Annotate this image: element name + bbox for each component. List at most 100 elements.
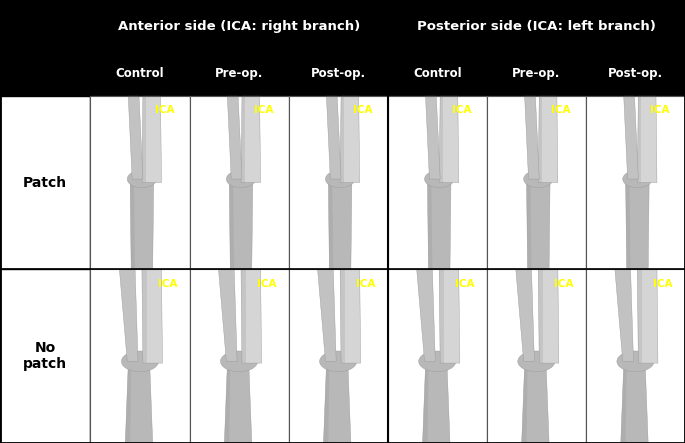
Ellipse shape bbox=[419, 351, 456, 372]
Ellipse shape bbox=[127, 171, 157, 188]
Text: ICA: ICA bbox=[353, 105, 373, 115]
Bar bbox=[288, 96, 388, 269]
Bar bbox=[388, 269, 487, 443]
Polygon shape bbox=[538, 270, 559, 363]
Text: Posterior side (ICA: left branch): Posterior side (ICA: left branch) bbox=[417, 19, 656, 33]
Bar bbox=[488, 96, 585, 269]
Polygon shape bbox=[241, 270, 246, 363]
Polygon shape bbox=[241, 270, 262, 363]
Bar bbox=[91, 270, 189, 443]
Text: ICA: ICA bbox=[653, 279, 673, 288]
Polygon shape bbox=[538, 270, 543, 363]
Polygon shape bbox=[522, 365, 527, 443]
Polygon shape bbox=[328, 183, 334, 269]
Bar bbox=[288, 52, 388, 96]
Polygon shape bbox=[323, 365, 329, 443]
Bar bbox=[288, 269, 388, 443]
Bar bbox=[586, 269, 685, 443]
Polygon shape bbox=[638, 270, 658, 363]
Text: ICA: ICA bbox=[257, 279, 276, 288]
Text: ICA: ICA bbox=[356, 279, 375, 288]
Text: Post-op.: Post-op. bbox=[310, 67, 366, 81]
Bar bbox=[388, 269, 487, 443]
Polygon shape bbox=[427, 183, 451, 269]
Polygon shape bbox=[130, 183, 135, 269]
Polygon shape bbox=[142, 96, 162, 183]
Polygon shape bbox=[522, 365, 549, 443]
Polygon shape bbox=[439, 96, 443, 183]
Polygon shape bbox=[439, 270, 460, 363]
Ellipse shape bbox=[121, 351, 158, 372]
Polygon shape bbox=[229, 183, 253, 269]
Polygon shape bbox=[227, 96, 242, 179]
Bar bbox=[487, 269, 586, 443]
Ellipse shape bbox=[425, 171, 454, 188]
Text: ICA: ICA bbox=[452, 105, 471, 115]
Polygon shape bbox=[538, 96, 543, 183]
Ellipse shape bbox=[325, 171, 355, 188]
Bar bbox=[90, 0, 388, 52]
Bar bbox=[90, 269, 190, 443]
Polygon shape bbox=[638, 96, 641, 183]
Text: Pre-op.: Pre-op. bbox=[215, 67, 263, 81]
Ellipse shape bbox=[623, 171, 652, 188]
Bar bbox=[91, 96, 189, 269]
Bar bbox=[0, 52, 90, 96]
Polygon shape bbox=[219, 270, 237, 361]
Bar bbox=[90, 96, 190, 269]
Bar bbox=[586, 96, 684, 269]
Bar bbox=[586, 52, 685, 96]
Text: No
patch: No patch bbox=[23, 341, 67, 371]
Bar bbox=[90, 96, 190, 269]
Text: ICA: ICA bbox=[551, 105, 571, 115]
Ellipse shape bbox=[617, 351, 654, 372]
Polygon shape bbox=[625, 183, 649, 269]
Bar bbox=[288, 269, 388, 443]
Text: ICA: ICA bbox=[650, 105, 670, 115]
Text: Patch: Patch bbox=[23, 175, 67, 190]
Bar bbox=[586, 269, 685, 443]
Bar bbox=[487, 269, 586, 443]
Text: ICA: ICA bbox=[155, 105, 174, 115]
Polygon shape bbox=[340, 96, 344, 183]
Ellipse shape bbox=[320, 351, 357, 372]
Polygon shape bbox=[621, 365, 648, 443]
Polygon shape bbox=[340, 96, 360, 183]
Bar bbox=[190, 96, 288, 269]
Polygon shape bbox=[130, 183, 153, 269]
Text: ICA: ICA bbox=[158, 279, 177, 288]
Bar bbox=[288, 96, 388, 269]
Polygon shape bbox=[318, 270, 336, 361]
Text: Control: Control bbox=[413, 67, 462, 81]
Bar bbox=[190, 96, 288, 269]
Ellipse shape bbox=[226, 171, 256, 188]
Polygon shape bbox=[525, 96, 539, 179]
Text: ICA: ICA bbox=[455, 279, 475, 288]
Bar bbox=[0, 269, 90, 443]
Text: Pre-op.: Pre-op. bbox=[512, 67, 560, 81]
Polygon shape bbox=[142, 270, 147, 363]
Polygon shape bbox=[225, 365, 252, 443]
Text: ICA: ICA bbox=[554, 279, 573, 288]
Polygon shape bbox=[638, 96, 657, 183]
Polygon shape bbox=[340, 270, 360, 363]
Polygon shape bbox=[416, 270, 435, 361]
Bar bbox=[586, 96, 685, 269]
Bar bbox=[289, 96, 387, 269]
Polygon shape bbox=[241, 96, 260, 183]
Bar bbox=[388, 52, 487, 96]
Ellipse shape bbox=[523, 171, 553, 188]
Polygon shape bbox=[427, 183, 432, 269]
Text: Control: Control bbox=[116, 67, 164, 81]
Bar bbox=[0, 96, 90, 269]
Polygon shape bbox=[625, 183, 631, 269]
Bar bbox=[586, 96, 685, 269]
Bar bbox=[388, 96, 487, 269]
Bar bbox=[90, 269, 190, 443]
Bar bbox=[388, 270, 486, 443]
Polygon shape bbox=[128, 96, 143, 179]
Polygon shape bbox=[229, 183, 234, 269]
Text: ICA: ICA bbox=[253, 105, 273, 115]
Bar bbox=[289, 270, 387, 443]
Polygon shape bbox=[439, 270, 444, 363]
